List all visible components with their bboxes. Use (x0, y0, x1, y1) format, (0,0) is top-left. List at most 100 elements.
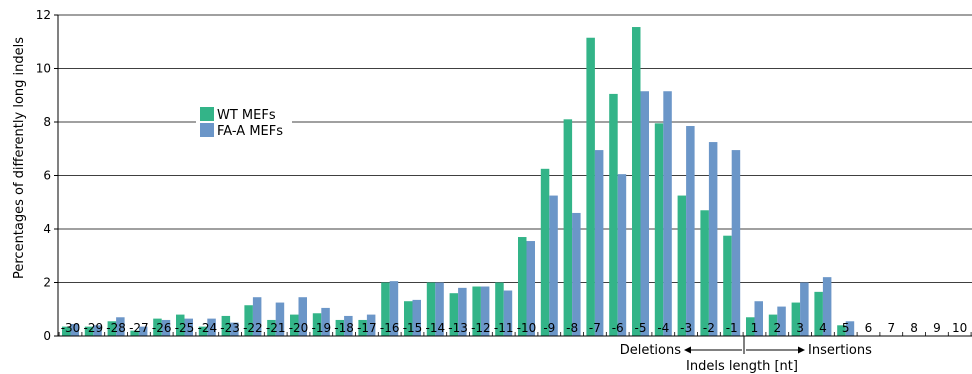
x-tick-label: 9 (933, 321, 941, 335)
bar (298, 297, 307, 336)
bar (449, 293, 459, 336)
bar (586, 37, 595, 337)
bar (723, 235, 732, 336)
insertions-label: Insertions (808, 343, 872, 358)
x-tick-label: -25 (175, 321, 195, 335)
bar (93, 325, 102, 336)
y-tick-label: 10 (36, 62, 51, 76)
legend-swatch-faa (200, 123, 214, 137)
x-tick-label: -5 (635, 321, 647, 335)
bar (472, 286, 481, 336)
bar (480, 286, 490, 336)
bar (312, 313, 322, 336)
x-tick-label: -4 (657, 321, 669, 335)
x-tick-label: -19 (311, 321, 331, 335)
bar (366, 314, 376, 336)
y-tick-label: 8 (43, 115, 51, 129)
bar (458, 287, 467, 336)
bar (708, 142, 718, 336)
bar (563, 119, 573, 336)
bar (617, 174, 627, 336)
x-tick-label: -17 (357, 321, 377, 335)
x-tick-label: -22 (243, 321, 263, 335)
x-tick-label: -24 (197, 321, 217, 335)
x-tick-label: -1 (726, 321, 738, 335)
y-tick-label: 4 (43, 222, 51, 236)
bar (654, 123, 664, 337)
bar (321, 307, 330, 336)
deletions-arrowhead (684, 346, 691, 354)
y-axis-title: Percentages of differently long indels (12, 37, 27, 279)
x-axis-ticks: -30 -29 -28 -27 -26 -25 -24 -23 -22 -21 -20 -19 -18-… (58, 321, 972, 336)
y-axis-ticks: 0 2 4 6 8 10 12 (36, 8, 59, 343)
legend-swatch-wt (200, 107, 214, 121)
bar (435, 282, 444, 336)
x-tick-label: 8 (910, 321, 918, 335)
bar (677, 195, 687, 336)
x-axis-title: Indels length [nt] (686, 359, 798, 374)
gridlines (58, 14, 972, 283)
insertions-annotation: Insertions (746, 343, 872, 358)
x-tick-label: -28 (106, 321, 126, 335)
x-tick-label: -20 (289, 321, 309, 335)
bar (381, 282, 390, 336)
x-tick-label: -6 (612, 321, 624, 335)
bar (207, 318, 216, 336)
x-tick-label: -26 (152, 321, 172, 335)
bar (768, 314, 778, 336)
bar (495, 282, 504, 336)
legend-label-wt: WT MEFs (217, 108, 276, 123)
x-tick-label: -11 (494, 321, 514, 335)
bar (777, 306, 786, 336)
x-tick-label: 7 (887, 321, 895, 335)
x-tick-label: -10 (517, 321, 537, 335)
bar (845, 321, 855, 336)
x-tick-label: 10 (952, 321, 967, 335)
bar (837, 325, 846, 336)
bar (814, 291, 823, 336)
bar (107, 321, 117, 336)
bar (230, 322, 239, 336)
x-tick-label: -13 (448, 321, 468, 335)
y-tick-label: 12 (36, 8, 51, 22)
bar (244, 305, 253, 336)
x-tick-label: -9 (543, 321, 555, 335)
bar (731, 150, 741, 336)
bar (184, 318, 193, 336)
legend-label-faa: FA-A MEFs (217, 124, 283, 139)
bar (290, 314, 299, 336)
x-tick-label: -7 (589, 321, 601, 335)
bar (663, 91, 672, 336)
x-tick-label: -15 (403, 321, 423, 335)
x-tick-label: 1 (751, 321, 759, 335)
deletions-annotation: Deletions (620, 343, 742, 358)
bar (609, 93, 618, 336)
bar (130, 330, 139, 336)
bar (526, 241, 535, 336)
x-tick-label: -16 (380, 321, 400, 335)
bar (335, 319, 345, 336)
bar (632, 27, 641, 336)
bar (344, 315, 353, 336)
x-tick-label: -18 (334, 321, 354, 335)
bar (358, 319, 367, 336)
bar (822, 277, 832, 336)
x-tick-label: -23 (220, 321, 240, 335)
bar (389, 281, 399, 336)
bar (138, 326, 148, 336)
y-tick-label: 0 (43, 329, 51, 343)
x-tick-label: 2 (773, 321, 781, 335)
bar (640, 91, 649, 336)
bar (267, 319, 276, 336)
x-tick-label: -3 (680, 321, 692, 335)
x-tick-label: -30 (61, 321, 81, 335)
legend: WT MEFs FA-A MEFs (196, 102, 292, 142)
bar (412, 299, 421, 336)
bar (70, 323, 79, 336)
bar-series (62, 27, 855, 337)
x-tick-label: -8 (566, 321, 578, 335)
bar (594, 150, 604, 336)
bar (518, 237, 527, 336)
x-tick-label: -21 (266, 321, 286, 335)
